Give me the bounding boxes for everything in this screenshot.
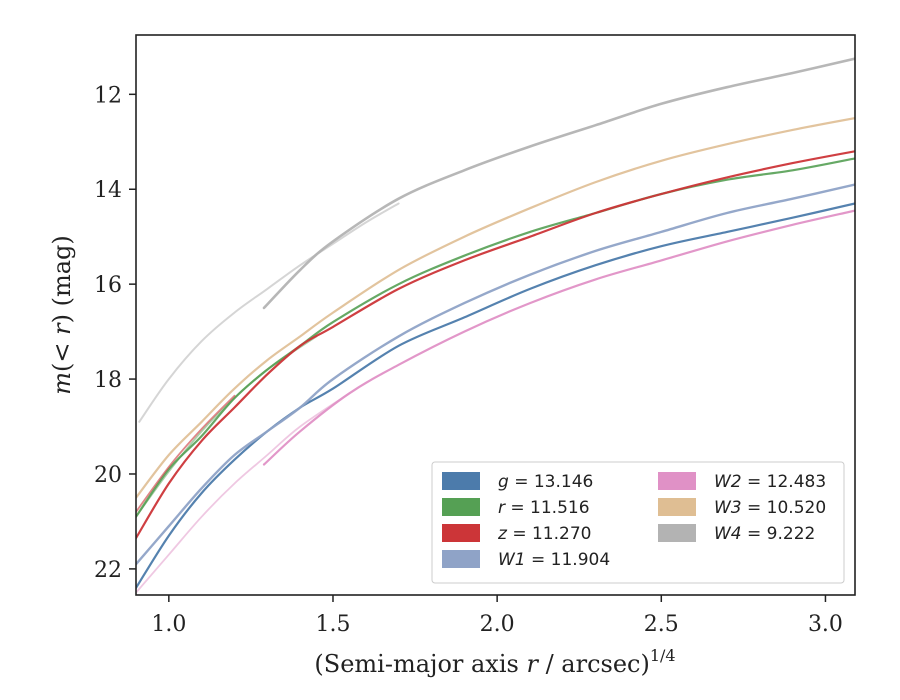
- series-line-4: [136, 394, 236, 513]
- x-tick-label: 3.0: [808, 612, 843, 637]
- series-layer: [136, 57, 855, 594]
- legend-items: g = 13.146 r = 11.516 z = 11.270 W1 = 11.90…: [442, 472, 826, 570]
- x-axis-label: (Semi-major axis r / arcsec)1/4: [314, 646, 675, 678]
- y-axis-label-unit: (mag): [48, 235, 76, 314]
- legend-label: r = 11.516: [498, 498, 590, 518]
- legend-label: W1 = 11.904: [498, 550, 610, 570]
- x-tick-label: 2.5: [644, 612, 679, 637]
- legend-swatch: [442, 524, 480, 542]
- y-tick-label: 16: [94, 273, 122, 298]
- legend-label: W4 = 9.222: [714, 524, 815, 544]
- series-line-0: [136, 202, 855, 589]
- series-line-3: [136, 150, 855, 540]
- legend-swatch: [442, 498, 480, 516]
- y-axis-ticks: 12 14 16 18 20 22: [94, 83, 136, 583]
- series-line-5: [136, 183, 855, 566]
- y-axis-label-args: (<: [48, 335, 76, 372]
- legend-swatch: [442, 550, 480, 568]
- x-tick-label: 1.5: [315, 612, 350, 637]
- y-axis-label-var: r: [48, 322, 76, 335]
- x-tick-label: 2.0: [480, 612, 515, 637]
- legend-box: [431, 461, 845, 584]
- plot-frame: [135, 34, 856, 596]
- x-axis-label-exponent: 1/4: [650, 646, 676, 665]
- series-line-9: [262, 57, 855, 310]
- legend: g = 13.146 r = 11.516 z = 11.270 W1 = 11.90…: [431, 461, 845, 584]
- x-axis-label-var: r: [526, 650, 539, 678]
- legend-swatch: [658, 472, 696, 490]
- y-axis-label: m(< r) (mag): [48, 235, 76, 395]
- series-line-7: [136, 392, 351, 594]
- legend-swatch: [658, 524, 696, 542]
- x-axis-label-prefix: (Semi-major axis: [314, 650, 526, 678]
- y-tick-label: 20: [94, 463, 122, 488]
- y-tick-label: 18: [94, 368, 122, 393]
- y-tick-label: 22: [94, 558, 122, 583]
- legend-label: z = 11.270: [497, 524, 591, 544]
- series-line-8: [136, 117, 855, 499]
- x-axis-ticks: 1.0 1.5 2.0 2.5 3.0: [151, 595, 843, 637]
- series-line-1: [136, 157, 855, 518]
- y-tick-label: 14: [94, 178, 122, 203]
- x-tick-label: 1.0: [151, 612, 186, 637]
- x-axis-label-suffix: / arcsec): [538, 650, 650, 678]
- series-line-2: [136, 335, 318, 518]
- legend-swatch: [658, 498, 696, 516]
- legend-label: W3 = 10.520: [714, 498, 826, 518]
- legend-label: W2 = 12.483: [714, 472, 826, 492]
- y-axis-label-func: m: [48, 372, 76, 395]
- series-line-10: [138, 202, 400, 423]
- legend-swatch: [442, 472, 480, 490]
- y-tick-label: 12: [94, 83, 122, 108]
- y-axis-label-close: ): [48, 314, 76, 323]
- legend-label: g = 13.146: [498, 472, 593, 492]
